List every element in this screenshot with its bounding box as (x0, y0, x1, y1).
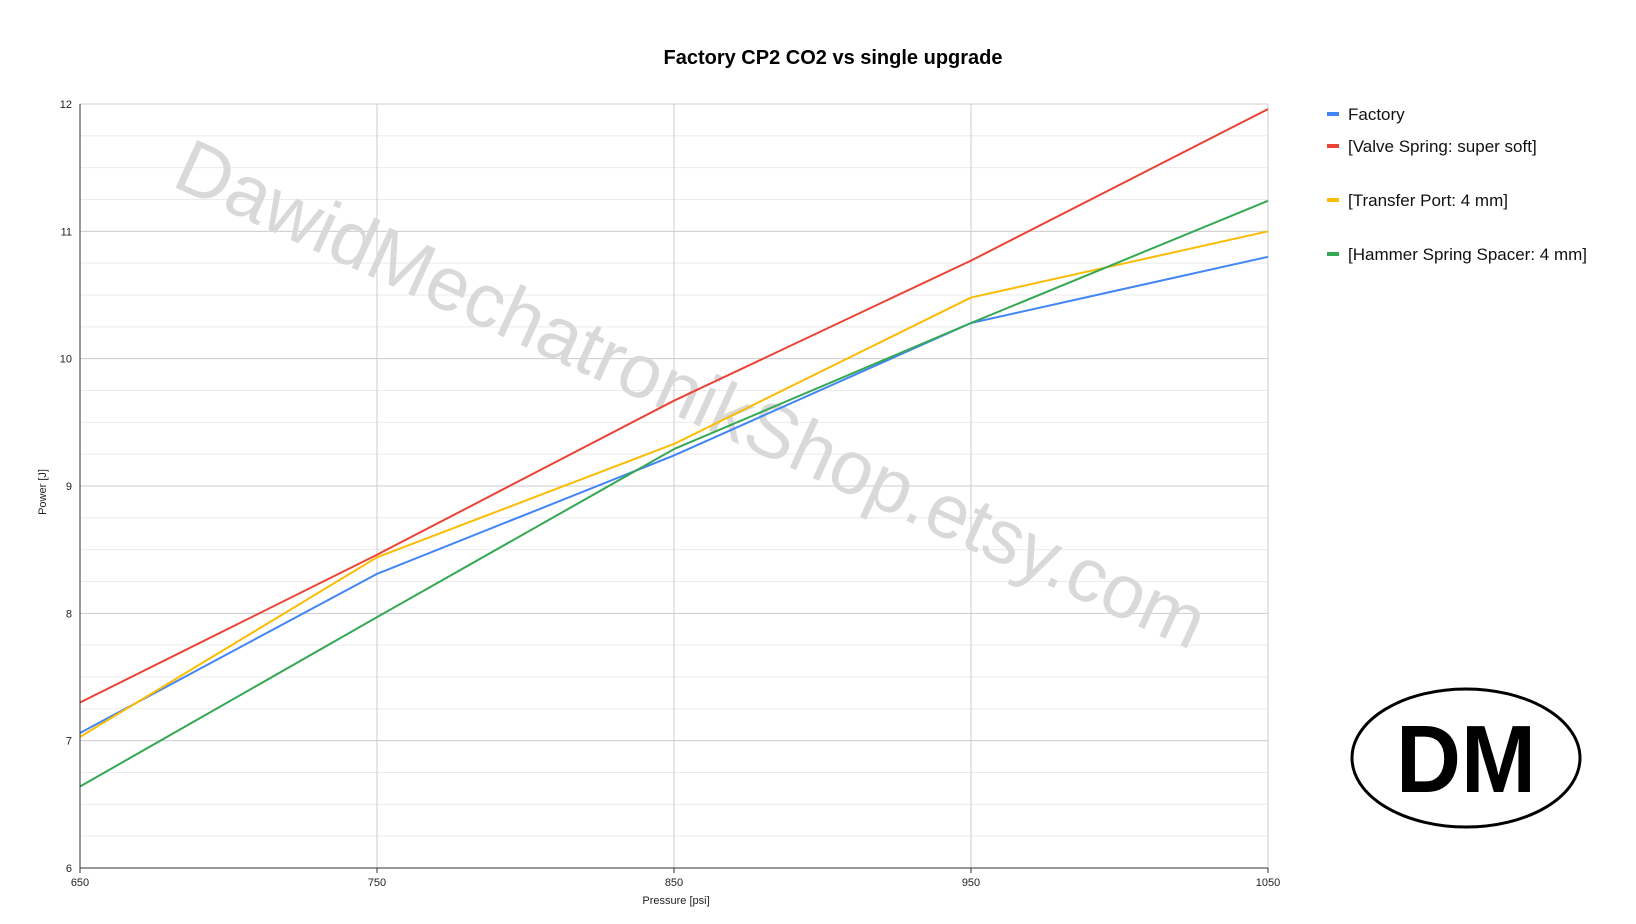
y-tick-label: 8 (66, 608, 72, 620)
legend-swatch (1327, 144, 1339, 148)
x-tick-label: 650 (71, 877, 89, 889)
dm-logo: DM (1350, 687, 1582, 829)
legend-swatch (1327, 252, 1339, 256)
series-line-2 (79, 108, 1269, 704)
axes: 6 7 8 9 10 11 12 650 750 850 950 1050 (60, 99, 1280, 889)
x-tick-label: 750 (368, 877, 386, 889)
y-tick-label: 9 (66, 481, 72, 493)
grid (80, 103, 1269, 868)
legend-label: Factory (1348, 105, 1405, 124)
watermark-text: DawidMechatronikShop.etsy.com (163, 123, 1219, 666)
y-axis-label: Power [J] (37, 469, 49, 515)
x-tick-label: 950 (962, 877, 980, 889)
logo-ellipse (1350, 687, 1582, 829)
x-tick-label: 1050 (1256, 877, 1280, 889)
chart-title: Factory CP2 CO2 vs single upgrade (664, 47, 1003, 69)
series-line-1 (79, 255, 1269, 734)
legend-label: [Valve Spring: super soft] (1348, 137, 1537, 156)
x-tick-label: 850 (665, 877, 683, 889)
x-axis-label: Pressure [psi] (642, 895, 709, 907)
y-tick-label: 6 (66, 863, 72, 875)
y-tick-label: 10 (60, 354, 72, 366)
y-tick-label: 7 (66, 736, 72, 748)
series-lines (79, 108, 1269, 788)
logo-text: DM (1396, 706, 1536, 813)
y-tick-label: 12 (60, 99, 72, 111)
y-tick-label: 11 (61, 226, 72, 238)
legend: Factory [Valve Spring: super soft] [Transf… (1327, 105, 1587, 264)
series-line-3 (79, 230, 1269, 738)
legend-swatch (1327, 112, 1339, 116)
legend-label: [Transfer Port: 4 mm] (1348, 191, 1508, 210)
legend-label: [Hammer Spring Spacer: 4 mm] (1348, 245, 1587, 264)
series-line-4 (79, 199, 1269, 788)
legend-swatch (1327, 198, 1339, 202)
